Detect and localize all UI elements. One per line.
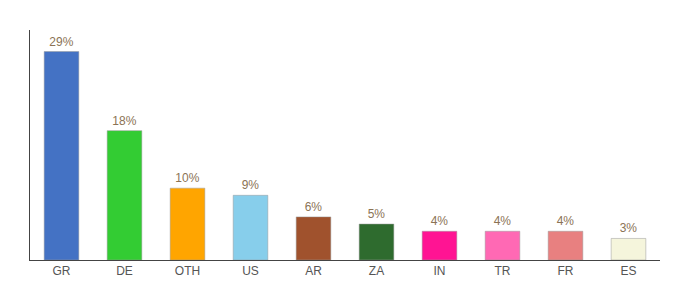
svg-text:18%: 18% — [112, 114, 136, 128]
svg-text:ZA: ZA — [369, 264, 384, 278]
svg-text:AR: AR — [305, 264, 322, 278]
svg-text:3%: 3% — [620, 221, 638, 235]
svg-text:9%: 9% — [242, 178, 260, 192]
svg-text:5%: 5% — [368, 207, 386, 221]
svg-text:IN: IN — [434, 264, 446, 278]
svg-text:ES: ES — [620, 264, 636, 278]
svg-text:FR: FR — [558, 264, 574, 278]
svg-text:TR: TR — [495, 264, 511, 278]
svg-text:DE: DE — [116, 264, 133, 278]
svg-text:OTH: OTH — [175, 264, 200, 278]
svg-text:4%: 4% — [494, 214, 512, 228]
svg-text:4%: 4% — [431, 214, 449, 228]
svg-text:GR: GR — [53, 264, 71, 278]
svg-text:6%: 6% — [305, 200, 323, 214]
svg-text:10%: 10% — [175, 171, 199, 185]
svg-text:29%: 29% — [49, 35, 73, 49]
svg-text:4%: 4% — [557, 214, 575, 228]
svg-text:US: US — [242, 264, 259, 278]
